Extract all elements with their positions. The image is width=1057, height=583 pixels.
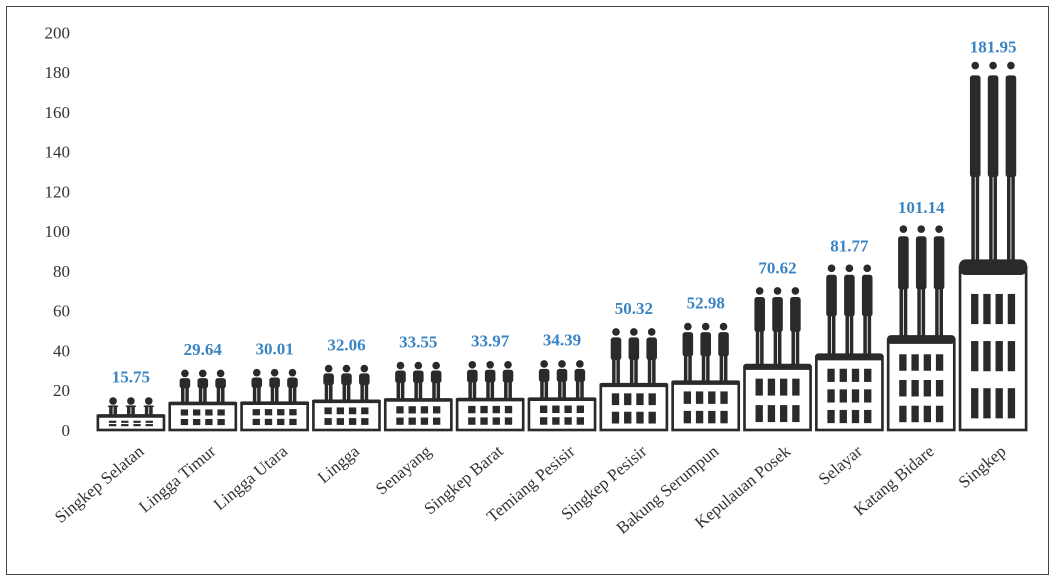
- y-tick-label: 120: [45, 182, 71, 201]
- y-tick-label: 160: [45, 103, 71, 122]
- x-tick-label: Lingga: [314, 441, 363, 487]
- x-tick-label: Singkep: [955, 442, 1010, 492]
- pictogram-bar-chart: 0 20 40 60 80 100 120 140 160 180 200 15.75 Singkep …: [45, 23, 1028, 538]
- data-label: 15.75: [112, 368, 150, 387]
- y-tick-label: 140: [45, 143, 71, 162]
- x-tick-label: Lingga Timur: [135, 441, 219, 516]
- bar: 181.95 Singkep: [955, 37, 1028, 492]
- data-label: 33.97: [471, 331, 510, 350]
- x-tick-label: Lingga Utara: [210, 441, 292, 514]
- data-label: 32.06: [327, 335, 365, 354]
- bar: 81.77 Selayar: [815, 236, 884, 489]
- chart-frame: 0 20 40 60 80 100 120 140 160 180 200 15.75 Singkep …: [6, 6, 1049, 575]
- data-label: 181.95: [970, 37, 1017, 56]
- y-tick-label: 100: [45, 222, 71, 241]
- y-tick-label: 200: [45, 23, 71, 42]
- bars: 15.75 Singkep Selatan 29.64 Lingga Timur 30.…: [51, 37, 1028, 538]
- bar: 33.55 Senayang: [372, 332, 453, 499]
- x-tick-label: Singkep Selatan: [51, 441, 148, 527]
- x-tick-label: Senayang: [372, 441, 435, 498]
- y-tick-label: 40: [53, 341, 70, 360]
- y-axis: 0 20 40 60 80 100 120 140 160 180 200: [45, 23, 71, 440]
- data-label: 34.39: [543, 331, 581, 350]
- y-tick-label: 0: [62, 421, 71, 440]
- data-label: 52.98: [687, 294, 725, 313]
- data-label: 101.14: [898, 198, 945, 217]
- y-tick-label: 20: [53, 381, 70, 400]
- y-tick-label: 80: [53, 262, 70, 281]
- x-tick-label: Selayar: [815, 441, 867, 489]
- y-tick-label: 60: [53, 302, 70, 321]
- data-label: 70.62: [758, 259, 796, 278]
- data-label: 33.55: [399, 332, 437, 351]
- data-label: 29.64: [184, 340, 223, 359]
- data-label: 81.77: [830, 236, 869, 255]
- bar: 32.06 Lingga: [312, 335, 381, 487]
- data-label: 50.32: [615, 299, 653, 318]
- y-tick-label: 180: [45, 63, 71, 82]
- data-label: 30.01: [255, 339, 293, 358]
